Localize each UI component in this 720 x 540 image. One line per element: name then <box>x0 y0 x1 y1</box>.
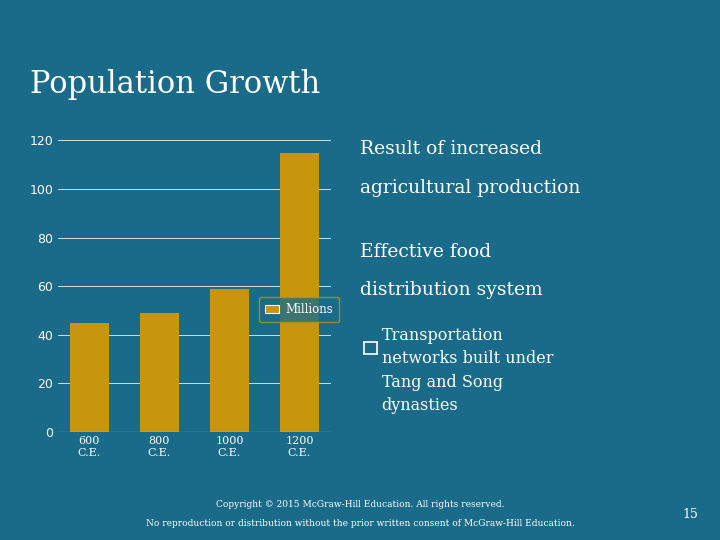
Text: distribution system: distribution system <box>360 281 543 299</box>
Bar <box>210 288 248 432</box>
Text: agricultural production: agricultural production <box>360 179 580 197</box>
Text: Copyright © 2015 McGraw-Hill Education. All rights reserved.: Copyright © 2015 McGraw-Hill Education. … <box>216 501 504 509</box>
Bar <box>70 322 109 432</box>
Bar <box>140 313 179 432</box>
Text: No reproduction or distribution without the prior written consent of McGraw-Hill: No reproduction or distribution without … <box>145 519 575 528</box>
Text: 15: 15 <box>683 508 698 521</box>
Text: Result of increased: Result of increased <box>360 140 542 158</box>
Bar <box>280 152 319 432</box>
Text: Population Growth: Population Growth <box>30 69 320 99</box>
Text: Transportation
networks built under
Tang and Song
dynasties: Transportation networks built under Tang… <box>382 327 553 414</box>
Legend: Millions: Millions <box>259 297 339 322</box>
Text: Effective food: Effective food <box>360 243 491 261</box>
